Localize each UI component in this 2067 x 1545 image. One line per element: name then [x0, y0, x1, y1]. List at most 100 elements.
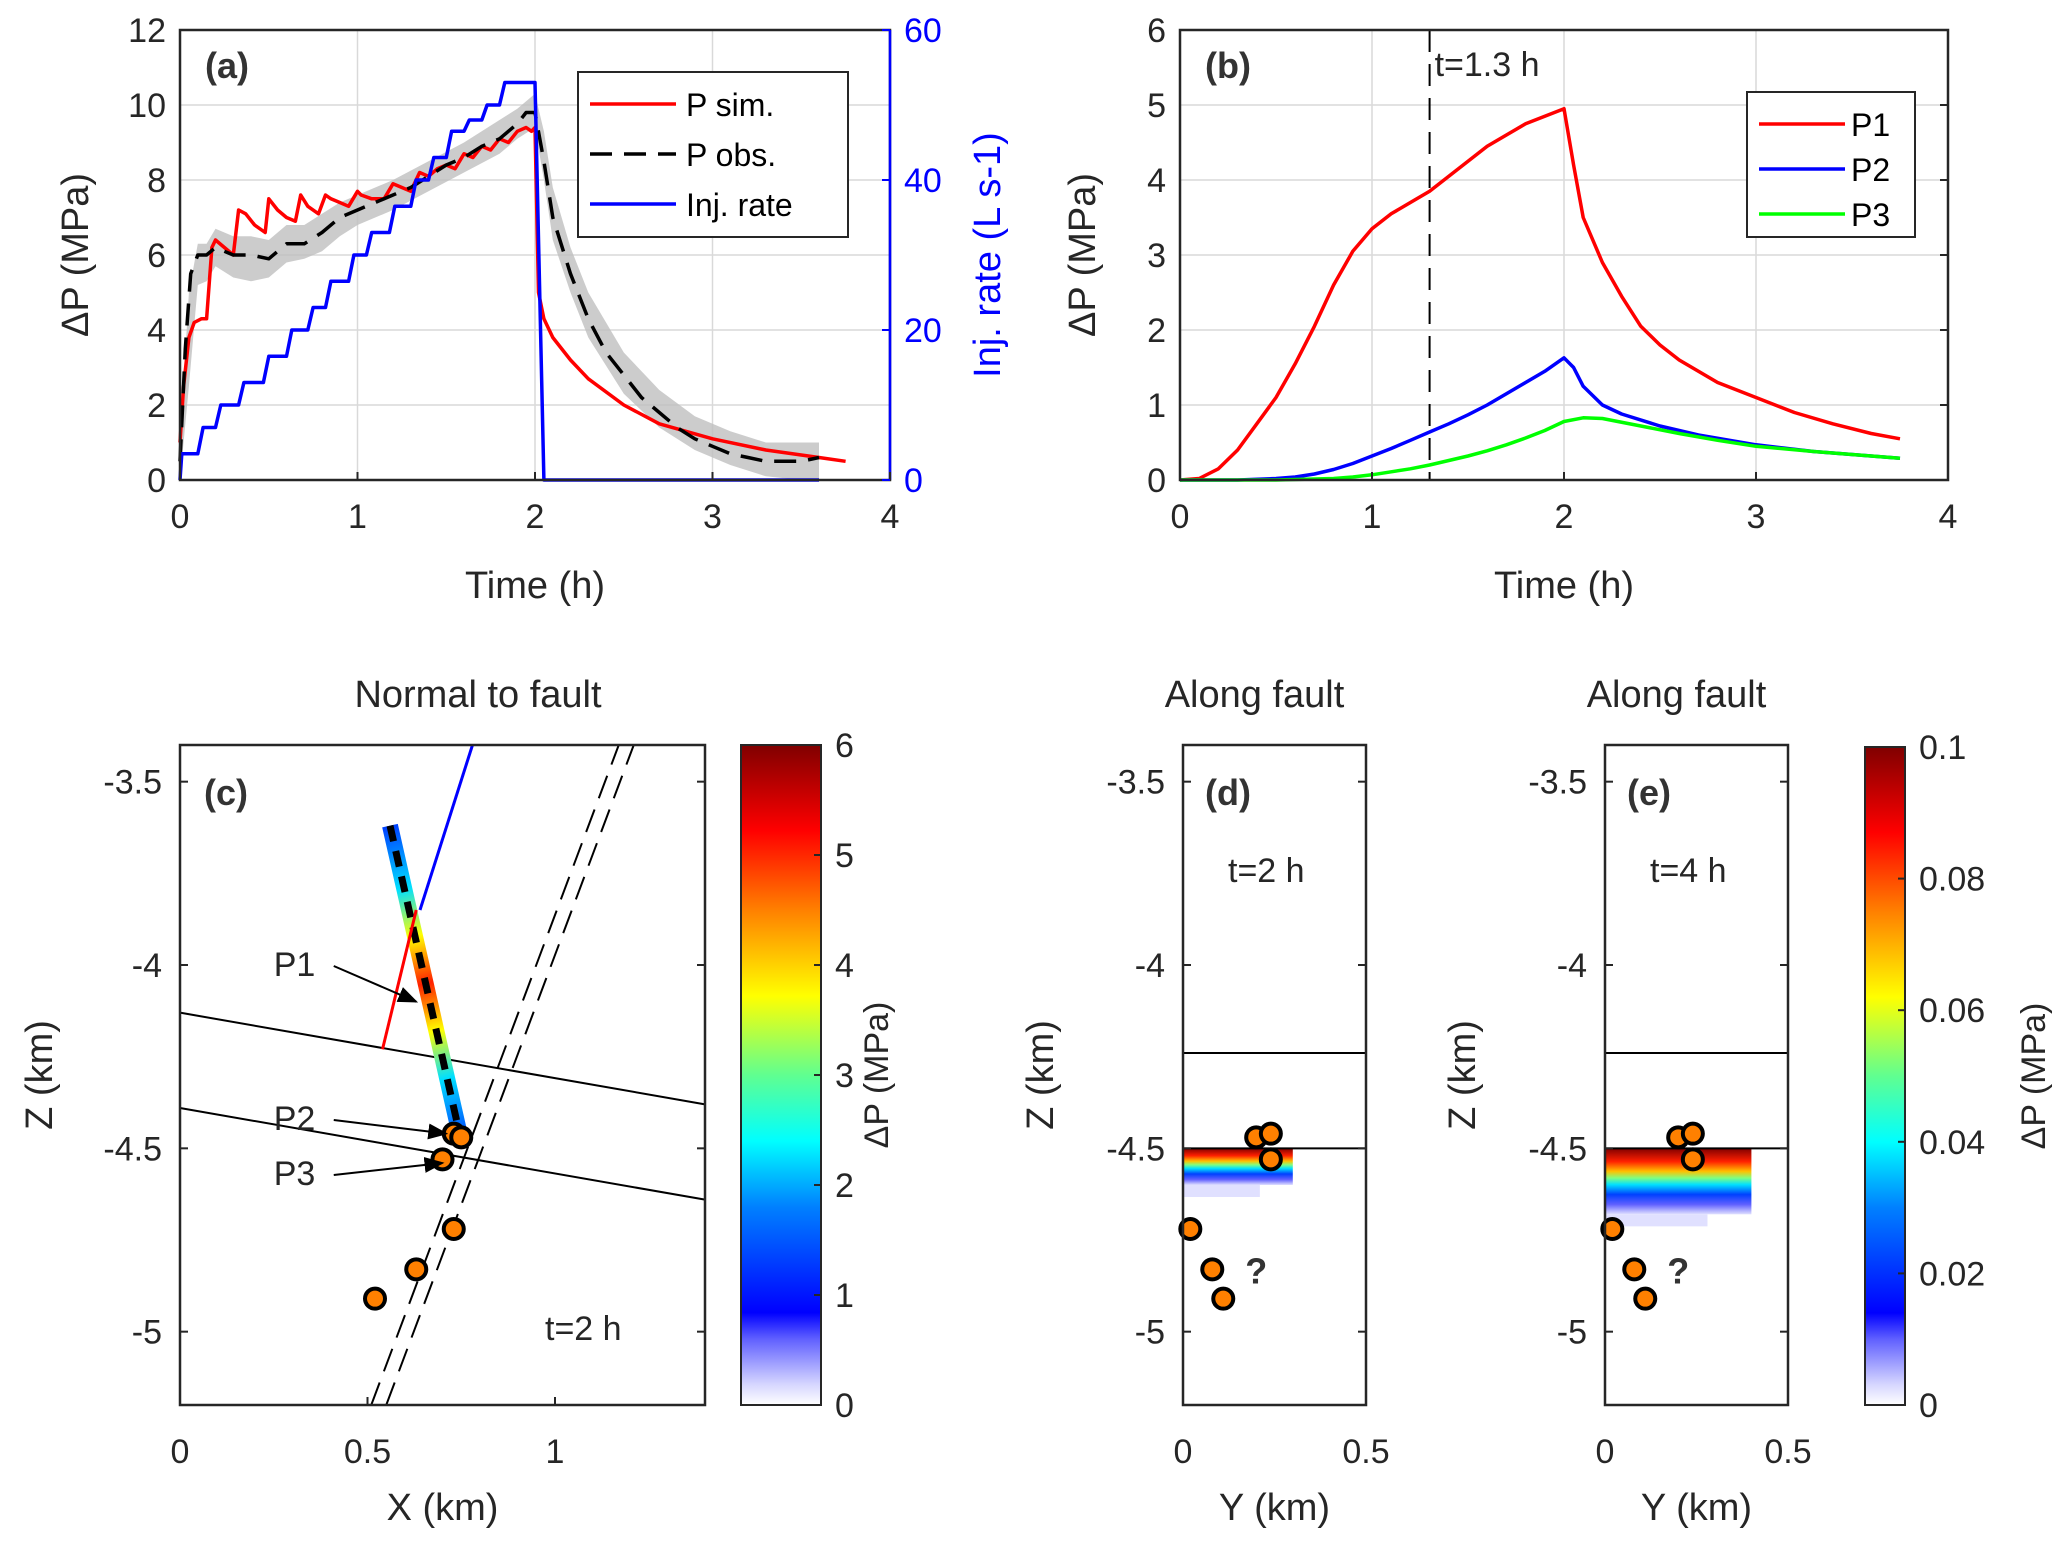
- question-mark: ?: [1245, 1250, 1267, 1291]
- x-axis-label: Y (km): [1219, 1487, 1330, 1529]
- right-tick-label: 40: [904, 162, 942, 200]
- well-trajectory-red: [381, 909, 418, 1050]
- x-tick-label: 3: [1747, 498, 1766, 536]
- right-tick-label: 60: [904, 12, 942, 50]
- y-tick-label: -4.5: [103, 1130, 162, 1168]
- colorbar-label: ΔP (MPa): [2015, 1003, 2053, 1150]
- y-tick-label: -4: [1557, 947, 1587, 985]
- right-axis-label: Inj. rate (L s-1): [967, 132, 1009, 378]
- y-tick-label: -3.5: [1106, 764, 1165, 802]
- callout-arrow: [333, 1157, 445, 1176]
- panel-label: (d): [1205, 772, 1251, 813]
- vline-label: t=1.3 h: [1435, 46, 1540, 84]
- y-axis-label: ΔP (MPa): [55, 173, 97, 337]
- colorbar-tick-label: 2: [835, 1167, 854, 1205]
- y-axis-label: ΔP (MPa): [1062, 173, 1104, 337]
- event-marker: [1622, 1257, 1647, 1282]
- x-axis-label: X (km): [387, 1487, 499, 1529]
- x-tick-label: 0: [171, 1433, 190, 1471]
- y-tick-label: 8: [147, 162, 166, 200]
- panel-c: P1 P2 P3 -5 -4.5 -4 -3.5 0 0.5 1 X (km) Normal to f…: [19, 674, 896, 1529]
- event-marker: [1211, 1286, 1236, 1311]
- event-marker: [363, 1286, 387, 1311]
- time-annotation: t=2 h: [1228, 852, 1305, 890]
- panel-d: ? -5 -4.5 -4 -3.5 0 0.5 Y (km) Along fault Z (km)…: [1020, 674, 1390, 1529]
- wellbore-dashed: [386, 824, 465, 1142]
- y-tick-label: -5: [1135, 1314, 1165, 1352]
- callout-label: P1: [274, 946, 316, 984]
- x-tick-label: 0.5: [344, 1433, 391, 1471]
- x-axis-label: Time (h): [1494, 565, 1634, 607]
- colorbar-tick-label: 4: [835, 947, 854, 985]
- y-tick-label: -5: [132, 1314, 162, 1352]
- y-axis-label: Z (km): [1442, 1020, 1484, 1130]
- colorbar: [740, 744, 822, 1406]
- y-tick-label: -4.5: [1106, 1130, 1165, 1168]
- series-line-p1: [1179, 106, 1901, 482]
- colorbar-tick-label: 0: [1919, 1387, 1938, 1425]
- pressure-plume-fringe: [1605, 1214, 1708, 1227]
- x-tick-label: 1: [546, 1433, 565, 1471]
- x-tick-label: 1: [348, 498, 367, 536]
- series-line-injrate: [178, 80, 819, 482]
- right-tick-label: 20: [904, 312, 942, 350]
- series-line-p2: [1180, 356, 1901, 482]
- y-tick-label: 1: [1147, 387, 1166, 425]
- y-tick-label: 5: [1147, 87, 1166, 125]
- event-marker: [1258, 1121, 1283, 1146]
- y-tick-label: 12: [128, 12, 166, 50]
- colorbar-label: ΔP (MPa): [858, 1002, 896, 1149]
- colorbar-tick-label: 0.06: [1919, 992, 1985, 1030]
- y-tick-label: -4: [1135, 947, 1165, 985]
- event-marker: [449, 1125, 474, 1150]
- panel-title: Normal to fault: [354, 674, 602, 716]
- callout-label: P3: [274, 1155, 316, 1193]
- y-tick-label: 10: [128, 87, 166, 125]
- legend-label: P obs.: [686, 137, 776, 173]
- question-mark: ?: [1667, 1250, 1689, 1291]
- x-tick-label: 0: [1596, 1433, 1615, 1471]
- panel-label: (c): [204, 772, 248, 813]
- y-tick-label: -3.5: [1528, 764, 1587, 802]
- y-tick-label: -3.5: [103, 764, 162, 802]
- colorbar-tick-label: 0.02: [1919, 1255, 1985, 1293]
- y-tick-label: 4: [1147, 162, 1166, 200]
- panel-b: t=1.3 h 0 1 2 3 4 0 1 2 3 4 5 6 Time (h) ΔP (MPa) (b) P1…: [1062, 12, 1957, 607]
- pressure-plume: [1605, 1148, 1752, 1215]
- x-tick-label: 0.5: [1764, 1433, 1811, 1471]
- y-tick-label: 0: [147, 462, 166, 500]
- colorbar-tick-label: 5: [835, 837, 854, 875]
- time-annotation: t=4 h: [1650, 852, 1727, 890]
- panel-title: Along fault: [1587, 674, 1767, 716]
- panel-label: (e): [1627, 772, 1671, 813]
- panel-title: Along fault: [1165, 674, 1345, 716]
- y-tick-label: 2: [147, 387, 166, 425]
- colorbar-tick-label: 1: [835, 1277, 854, 1315]
- event-marker: [404, 1257, 429, 1282]
- panel-e: ? -5 -4.5 -4 -3.5 0 0.5 Y (km) Along fault Z (km)…: [1442, 674, 2053, 1529]
- colorbar-tick-label: 3: [835, 1057, 854, 1095]
- legend-label: P sim.: [686, 87, 774, 123]
- x-tick-label: 0: [1174, 1433, 1193, 1471]
- legend-label: P3: [1851, 197, 1890, 233]
- event-marker: [1600, 1217, 1625, 1241]
- x-tick-label: 4: [1939, 498, 1958, 536]
- y-tick-label: 3: [1147, 237, 1166, 275]
- y-tick-label: -5: [1557, 1314, 1587, 1352]
- callout-arrow: [333, 1119, 449, 1140]
- colorbar-tick-label: 0.1: [1919, 729, 1966, 767]
- axes-box: [178, 743, 707, 1407]
- y-tick-label: 0: [1147, 462, 1166, 500]
- y-tick-label: 6: [1147, 12, 1166, 50]
- legend-label: P1: [1851, 107, 1890, 143]
- event-marker: [1178, 1217, 1203, 1241]
- callout-arrow: [333, 965, 419, 1003]
- x-tick-label: 3: [703, 498, 722, 536]
- axes-box: [1603, 743, 1790, 1407]
- panel-label: (a): [205, 45, 249, 86]
- fault-dashed-line: [370, 744, 620, 1406]
- x-axis-label: Y (km): [1641, 1487, 1752, 1529]
- y-tick-label: -4: [132, 947, 162, 985]
